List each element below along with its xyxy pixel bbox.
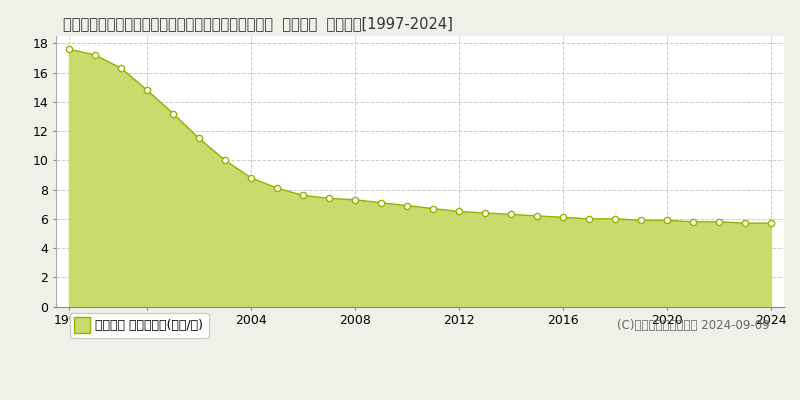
Text: (C)土地価格ドットコム 2024-09-09: (C)土地価格ドットコム 2024-09-09 xyxy=(617,319,770,332)
Legend: 地価公示 平均坪単価(万円/坪): 地価公示 平均坪単価(万円/坪) xyxy=(70,313,209,338)
Text: 埼玉県比企郡鳩山町大字大豆戸字七反田上２７９番２  地価公示  地価推移[1997-2024]: 埼玉県比企郡鳩山町大字大豆戸字七反田上２７９番２ 地価公示 地価推移[1997-… xyxy=(63,16,453,31)
